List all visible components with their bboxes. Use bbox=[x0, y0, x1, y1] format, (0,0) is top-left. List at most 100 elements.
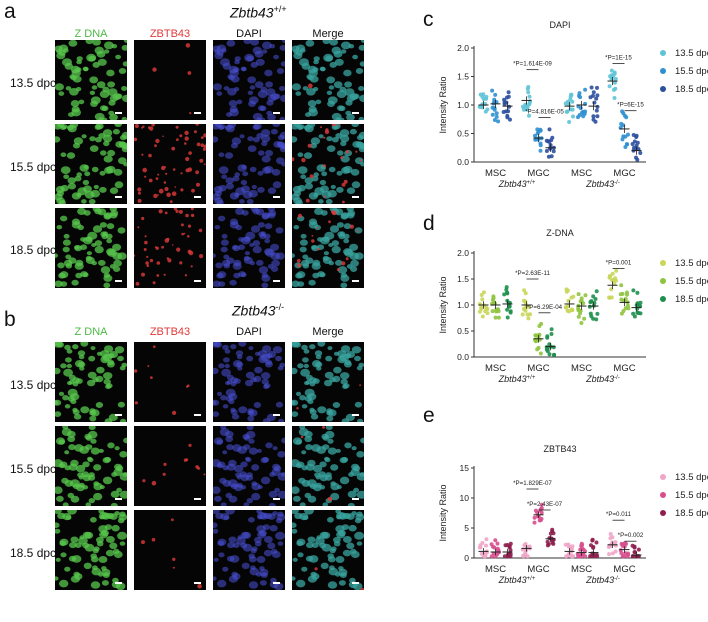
scale-bar bbox=[194, 280, 201, 282]
data-point bbox=[535, 137, 540, 142]
data-point bbox=[583, 293, 588, 298]
data-point bbox=[610, 551, 615, 556]
data-point bbox=[484, 96, 489, 101]
data-point bbox=[619, 297, 624, 302]
legend-marker bbox=[660, 296, 666, 302]
data-point bbox=[594, 317, 599, 322]
data-point bbox=[505, 291, 510, 296]
data-point bbox=[484, 549, 489, 554]
panel-a-genotype: Zbtb43+/+ bbox=[230, 4, 287, 21]
data-point bbox=[533, 508, 538, 513]
p-value-label: *P=1.614E-09 bbox=[513, 61, 552, 68]
data-point bbox=[506, 90, 511, 95]
data-point bbox=[538, 518, 543, 523]
data-point bbox=[634, 135, 639, 139]
data-point bbox=[620, 554, 625, 559]
data-point bbox=[595, 104, 600, 109]
data-point bbox=[569, 554, 574, 559]
data-point bbox=[545, 543, 550, 548]
data-point bbox=[607, 84, 612, 89]
data-point bbox=[505, 290, 510, 295]
data-point bbox=[505, 307, 510, 312]
data-point bbox=[552, 352, 557, 357]
legend-label: 15.5 dpc bbox=[675, 66, 708, 77]
data-point bbox=[623, 541, 627, 546]
y-axis-label: Intensity Ratio bbox=[438, 484, 448, 541]
y-axis-label: Intensity Ratio bbox=[438, 76, 448, 133]
data-point bbox=[589, 85, 594, 90]
data-point bbox=[583, 109, 588, 114]
data-point bbox=[620, 137, 625, 142]
data-point bbox=[502, 102, 507, 107]
data-point bbox=[581, 109, 586, 114]
panel-b-row-label: 13.5 dpc bbox=[10, 378, 57, 392]
x-category-label: MSC bbox=[571, 564, 592, 575]
data-point bbox=[502, 292, 507, 297]
data-point bbox=[535, 127, 540, 132]
data-point bbox=[607, 295, 612, 300]
data-point bbox=[528, 312, 533, 317]
data-point bbox=[479, 104, 484, 109]
data-point bbox=[564, 289, 569, 294]
data-point bbox=[478, 543, 483, 548]
x-category-label: MGC bbox=[527, 363, 549, 374]
scale-bar bbox=[115, 582, 122, 584]
data-point bbox=[496, 119, 501, 124]
data-point bbox=[564, 305, 568, 310]
data-point bbox=[608, 543, 613, 548]
data-point bbox=[479, 105, 484, 110]
data-point bbox=[621, 554, 626, 559]
data-point bbox=[630, 543, 635, 548]
data-point bbox=[577, 554, 582, 559]
data-point bbox=[636, 147, 641, 152]
zdna-tile bbox=[55, 342, 127, 422]
data-point bbox=[632, 550, 637, 555]
panel-c-letter: c bbox=[423, 8, 434, 31]
data-point bbox=[522, 543, 527, 548]
data-point bbox=[504, 285, 509, 290]
scale-bar bbox=[194, 196, 201, 198]
x-category-label: MSC bbox=[485, 168, 506, 179]
data-point bbox=[508, 552, 513, 557]
x-group-label: Zbtb43-/- bbox=[585, 179, 620, 189]
data-point bbox=[532, 515, 537, 520]
data-point bbox=[582, 111, 587, 116]
data-point bbox=[492, 100, 497, 105]
y-tick-label: 0.5 bbox=[457, 326, 469, 336]
legend-label: 13.5 dpc bbox=[675, 48, 708, 59]
data-point bbox=[607, 295, 612, 300]
data-point bbox=[503, 543, 508, 548]
x-group-label: Zbtb43+/+ bbox=[498, 575, 536, 585]
scale-bar bbox=[115, 414, 122, 416]
data-point bbox=[482, 551, 487, 556]
data-point bbox=[594, 108, 599, 113]
data-point bbox=[505, 95, 509, 100]
col-zbtb43-label: ZBTB43 bbox=[149, 326, 191, 338]
data-point bbox=[524, 304, 529, 309]
data-point bbox=[635, 310, 640, 315]
data-point bbox=[538, 128, 543, 133]
data-point bbox=[520, 104, 525, 109]
p-value-label: *P=0.011 bbox=[606, 511, 632, 518]
data-point bbox=[479, 305, 484, 310]
data-point bbox=[493, 315, 498, 320]
legend-marker bbox=[660, 474, 666, 480]
data-point bbox=[545, 334, 550, 339]
data-point bbox=[581, 301, 586, 306]
y-tick-label: 2.0 bbox=[457, 248, 469, 258]
data-point bbox=[546, 542, 551, 547]
data-point bbox=[564, 109, 569, 114]
data-point bbox=[625, 300, 630, 305]
col-dapi-label: DAPI bbox=[236, 326, 262, 338]
data-point bbox=[634, 554, 639, 559]
data-point bbox=[545, 346, 550, 351]
data-point bbox=[619, 283, 624, 288]
data-point bbox=[630, 142, 635, 146]
chart-title: Z-DNA bbox=[546, 228, 574, 238]
x-category-label: MGC bbox=[613, 168, 635, 179]
data-point bbox=[522, 288, 527, 293]
data-point bbox=[551, 145, 556, 150]
data-point bbox=[635, 157, 640, 162]
data-point bbox=[521, 554, 526, 559]
data-point bbox=[621, 298, 626, 303]
